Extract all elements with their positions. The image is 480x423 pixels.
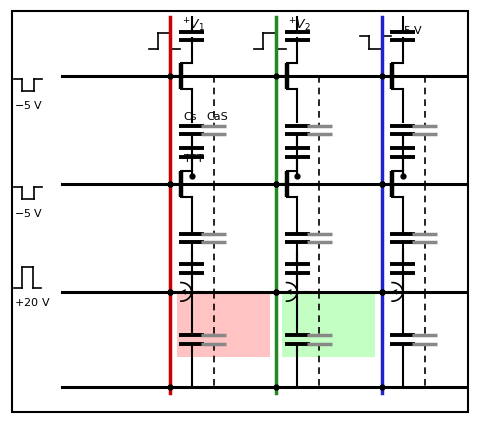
Bar	[177, 292, 270, 357]
Text: $-5$ V: $-5$ V	[14, 99, 44, 111]
Bar	[282, 292, 375, 357]
Text: $^{+}V_2$: $^{+}V_2$	[288, 16, 311, 34]
Text: $-5$ V: $-5$ V	[14, 207, 44, 219]
Text: $-5$ V: $-5$ V	[394, 24, 423, 36]
Text: Cs: Cs	[184, 113, 197, 122]
Text: $^{+}V_1$: $^{+}V_1$	[182, 16, 205, 34]
Text: TFT: TFT	[184, 154, 204, 164]
Text: CaS: CaS	[206, 113, 228, 122]
Text: $+20$ V: $+20$ V	[14, 296, 51, 308]
